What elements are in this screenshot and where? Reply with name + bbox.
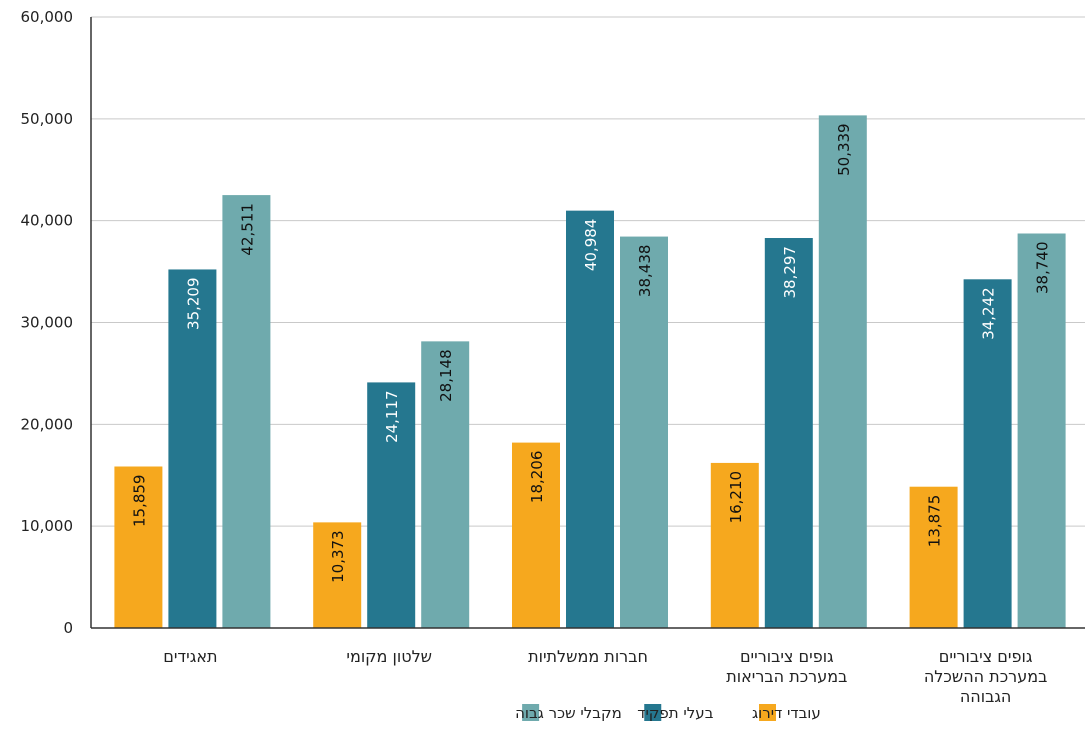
labels-layer: 0 10,000 20,000 30,000 40,000 50,000 60,000 15,…: [21, 8, 1052, 706]
x-tick-label: שלטון מקומי: [346, 647, 432, 666]
data-label: 24,117: [383, 390, 401, 443]
data-label: 34,242: [980, 287, 998, 340]
data-label: 13,875: [926, 495, 944, 548]
legend-swatch: [759, 704, 776, 721]
bar: [963, 279, 1012, 628]
x-tick-label-line: תאגידים: [163, 647, 217, 666]
bar: [909, 486, 958, 628]
data-label: 38,297: [781, 246, 799, 299]
data-label: 18,206: [528, 451, 546, 504]
bar: [114, 466, 163, 628]
legend-label: בעלי תפקיד: [637, 704, 713, 722]
x-tick-label: גופים ציבוריים במערכת הבריאות: [726, 647, 847, 686]
data-label: 28,148: [437, 349, 455, 402]
data-label: 42,511: [238, 203, 256, 256]
data-label: 38,740: [1034, 241, 1052, 294]
x-tick-label-line: גופים ציבוריים: [939, 647, 1033, 666]
legend-label: עובדי דירוג: [752, 704, 821, 722]
bar: [512, 442, 560, 628]
x-tick-label-line: שלטון מקומי: [346, 647, 432, 666]
x-tick-label: חברות ממשלתיות: [528, 647, 648, 666]
data-label: 16,210: [727, 471, 745, 524]
bar: [710, 462, 759, 628]
x-tick-label: גופים ציבוריים במערכת ההשכלה הגבוהה: [924, 647, 1047, 706]
bar: [566, 210, 614, 628]
bar: [1017, 233, 1066, 628]
y-tick-label: 30,000: [21, 314, 74, 332]
bar: [764, 238, 813, 628]
bar: [421, 341, 470, 628]
y-tick-label: 10,000: [21, 517, 74, 535]
legend: עובדי דירוג בעלי תפקיד מקבלי שכר גבוה: [515, 704, 821, 722]
axis-layer: [90, 17, 1085, 629]
x-tick-label-line: במערכת הבריאות: [726, 667, 847, 686]
bar: [168, 269, 217, 628]
bar: [620, 236, 668, 628]
bar: [818, 115, 867, 629]
data-label: 15,859: [130, 475, 148, 528]
y-tick-label: 40,000: [21, 212, 74, 230]
x-tick-label-line: גופים ציבוריים: [740, 647, 834, 666]
y-tick-label: 20,000: [21, 415, 74, 433]
bars-layer: [114, 115, 1066, 629]
data-label: 38,438: [636, 245, 654, 298]
bar: [313, 522, 362, 628]
data-label: 40,984: [582, 219, 600, 272]
legend-swatch: [644, 704, 662, 721]
y-tick-label: 60,000: [21, 8, 74, 26]
x-tick-label: תאגידים: [163, 647, 217, 666]
y-tick-label: 0: [63, 619, 73, 637]
data-label: 10,373: [329, 530, 347, 583]
y-tick-label: 50,000: [21, 110, 74, 128]
x-tick-label-line: במערכת ההשכלה: [924, 667, 1047, 686]
data-label: 50,339: [835, 123, 853, 176]
data-label: 35,209: [184, 277, 202, 330]
x-tick-label-line: הגבוהה: [960, 687, 1012, 706]
bar: [222, 195, 271, 628]
legend-label: מקבלי שכר גבוה: [515, 704, 622, 722]
x-tick-label-line: חברות ממשלתיות: [528, 647, 648, 666]
bar: [367, 382, 416, 628]
legend-swatch: [522, 704, 540, 721]
